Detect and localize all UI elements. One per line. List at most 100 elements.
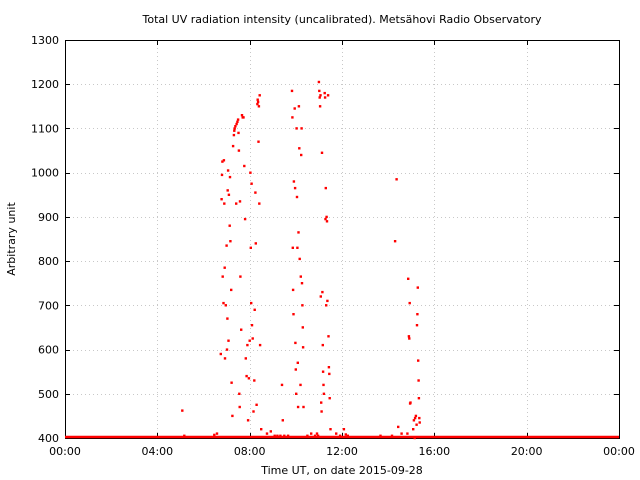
- y-tick-label: 400: [38, 432, 59, 445]
- data-point: [390, 434, 394, 437]
- data-point: [247, 377, 251, 380]
- data-point: [240, 328, 243, 331]
- data-point: [293, 186, 297, 190]
- data-point: [318, 105, 322, 108]
- data-point: [320, 410, 323, 413]
- data-point: [219, 352, 222, 356]
- data-point: [324, 217, 327, 221]
- data-point: [291, 288, 295, 292]
- data-point: [318, 96, 321, 99]
- data-point: [253, 379, 256, 382]
- data-point: [291, 246, 294, 249]
- data-point: [257, 140, 260, 143]
- data-point: [240, 114, 244, 117]
- x-axis-label: Time UT, on date 2015-09-28: [260, 464, 423, 477]
- data-point: [321, 370, 325, 373]
- data-point: [409, 401, 412, 404]
- data-point: [227, 339, 230, 342]
- data-point: [321, 290, 324, 294]
- data-point: [327, 366, 331, 369]
- data-point: [226, 317, 229, 320]
- data-point: [225, 244, 228, 247]
- data-point: [250, 301, 253, 305]
- y-tick-label: 1200: [31, 78, 59, 91]
- data-point: [412, 428, 415, 431]
- data-point: [301, 346, 305, 349]
- data-point: [249, 171, 252, 174]
- data-point: [246, 419, 250, 422]
- data-point: [418, 416, 421, 420]
- data-point: [413, 416, 417, 420]
- data-point: [296, 361, 299, 364]
- data-point: [297, 231, 300, 234]
- data-point: [221, 160, 224, 163]
- axis-ticks: [65, 40, 620, 439]
- data-point: [269, 430, 272, 433]
- data-points: [181, 80, 421, 440]
- data-point: [416, 313, 419, 316]
- data-point: [317, 80, 321, 84]
- y-tick-label: 900: [38, 211, 59, 224]
- data-point: [232, 133, 236, 137]
- data-point: [292, 313, 295, 316]
- data-point: [244, 357, 247, 360]
- data-point: [286, 434, 290, 437]
- data-point: [329, 428, 332, 431]
- data-point: [291, 116, 294, 119]
- data-point: [416, 286, 419, 289]
- data-point: [342, 428, 346, 431]
- data-point: [280, 383, 284, 387]
- data-point: [283, 434, 286, 437]
- data-point: [295, 127, 298, 130]
- data-point: [233, 129, 236, 132]
- data-point: [227, 193, 231, 196]
- x-tick-labels: 00:00 04:00 08:00 12:00 16:00 20:00 00:00: [49, 445, 635, 458]
- data-point: [327, 335, 330, 338]
- data-point: [293, 107, 296, 110]
- data-point: [238, 200, 242, 203]
- data-point: [295, 392, 298, 395]
- data-point: [215, 432, 219, 435]
- data-point: [397, 425, 400, 429]
- data-point: [325, 220, 329, 223]
- data-point: [252, 410, 255, 413]
- data-point: [412, 419, 416, 422]
- data-point: [276, 434, 279, 437]
- data-point: [315, 432, 319, 435]
- data-point: [326, 299, 329, 303]
- data-point: [238, 392, 241, 395]
- data-point: [235, 122, 238, 126]
- data-point: [299, 383, 302, 387]
- data-point: [407, 335, 411, 338]
- data-point: [323, 91, 326, 95]
- data-point: [239, 275, 242, 278]
- data-point: [226, 169, 230, 172]
- y-tick-label: 800: [38, 255, 59, 268]
- data-point: [300, 282, 304, 285]
- data-point: [243, 217, 247, 221]
- data-point: [229, 240, 232, 243]
- y-tick-label: 500: [38, 388, 59, 401]
- x-tick-label: 04:00: [141, 445, 173, 458]
- chart-title: Total UV radiation intensity (uncalibrat…: [142, 13, 542, 26]
- data-point: [258, 202, 261, 205]
- data-point: [321, 343, 324, 347]
- y-tick-labels: 400 500 600 700 800 900 1000 1100 1200 1300: [31, 34, 59, 445]
- data-point: [316, 434, 320, 437]
- data-point: [253, 308, 256, 311]
- data-point: [223, 357, 227, 360]
- data-point: [243, 164, 246, 168]
- data-point: [281, 419, 284, 422]
- y-tick-label: 1000: [31, 167, 59, 180]
- data-point: [323, 96, 327, 99]
- y-axis-label: Arbitrary unit: [5, 202, 18, 276]
- data-point: [228, 224, 231, 227]
- data-point: [213, 433, 216, 437]
- x-tick-label: 00:00: [49, 445, 81, 458]
- data-point: [260, 428, 263, 431]
- data-point: [346, 434, 349, 437]
- data-point: [256, 100, 260, 104]
- data-point: [220, 173, 224, 177]
- data-point: [251, 337, 254, 340]
